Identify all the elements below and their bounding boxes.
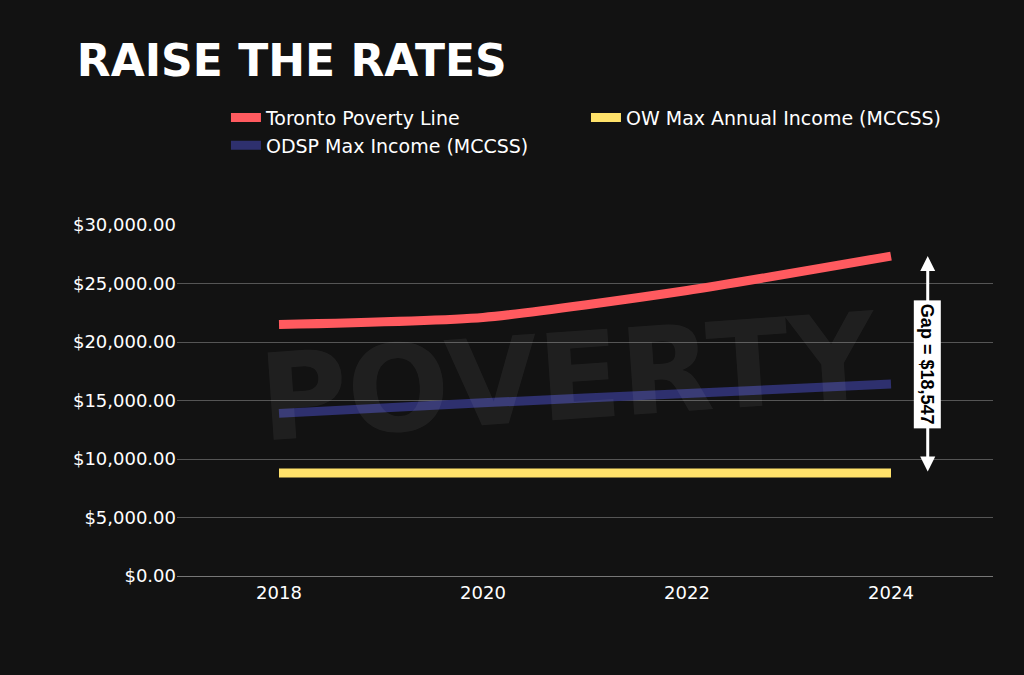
svg-text:POVERTY: POVERTY xyxy=(255,287,883,469)
svg-text:2022: 2022 xyxy=(664,582,710,603)
svg-text:$0.00: $0.00 xyxy=(124,565,176,586)
svg-text:Toronto Poverty Line: Toronto Poverty Line xyxy=(265,107,460,129)
svg-text:$15,000.00: $15,000.00 xyxy=(73,390,176,411)
svg-text:$20,000.00: $20,000.00 xyxy=(73,331,176,352)
svg-text:ODSP Max Income (MCCSS): ODSP Max Income (MCCSS) xyxy=(266,135,528,157)
svg-text:$30,000.00: $30,000.00 xyxy=(73,214,176,235)
svg-text:RAISE THE RATES: RAISE THE RATES xyxy=(77,35,507,86)
svg-text:OW Max Annual Income (MCCSS): OW Max Annual Income (MCCSS) xyxy=(626,107,941,129)
svg-text:2020: 2020 xyxy=(460,582,506,603)
svg-text:$25,000.00: $25,000.00 xyxy=(73,273,176,294)
svg-text:$5,000.00: $5,000.00 xyxy=(84,507,176,528)
svg-text:2018: 2018 xyxy=(256,582,302,603)
svg-text:Gap = $18,547: Gap = $18,547 xyxy=(917,304,937,425)
svg-text:$10,000.00: $10,000.00 xyxy=(73,448,176,469)
svg-text:2024: 2024 xyxy=(868,582,914,603)
